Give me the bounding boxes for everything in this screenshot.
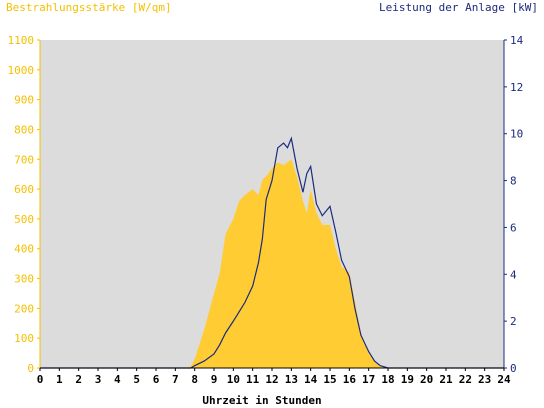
x-tick-label: 15 <box>323 373 336 386</box>
y-left-tick-label: 700 <box>14 153 34 166</box>
x-tick-label: 14 <box>304 373 318 386</box>
y-right-tick-label: 10 <box>510 128 523 141</box>
y-left-tick-label: 1100 <box>8 34 35 47</box>
y-left-tick-label: 200 <box>14 302 34 315</box>
x-tick-label: 18 <box>381 373 394 386</box>
x-tick-label: 23 <box>478 373 491 386</box>
x-tick-label: 5 <box>133 373 140 386</box>
x-tick-label: 19 <box>401 373 414 386</box>
ticks-layer: 0100200300400500600700800900100011000246… <box>8 34 524 386</box>
power-line <box>40 136 504 369</box>
x-tick-label: 17 <box>362 373 375 386</box>
y-right-tick-label: 6 <box>510 221 517 234</box>
series-layer <box>40 136 504 369</box>
x-tick-label: 22 <box>459 373 472 386</box>
y-right-tick-label: 8 <box>510 175 517 188</box>
x-tick-label: 11 <box>246 373 260 386</box>
y-left-tick-label: 400 <box>14 243 34 256</box>
x-tick-label: 8 <box>191 373 198 386</box>
irradiance-area <box>40 159 504 368</box>
y-right-tick-label: 0 <box>510 362 517 375</box>
x-tick-label: 6 <box>153 373 160 386</box>
x-tick-label: 0 <box>37 373 44 386</box>
x-tick-label: 16 <box>343 373 357 386</box>
right-axis-title: Leistung der Anlage [kW] <box>379 1 538 14</box>
x-tick-label: 24 <box>497 373 511 386</box>
x-tick-label: 4 <box>114 373 121 386</box>
y-right-tick-label: 12 <box>510 81 523 94</box>
y-left-tick-label: 1000 <box>8 64 35 77</box>
x-tick-label: 21 <box>439 373 453 386</box>
x-tick-label: 7 <box>172 373 179 386</box>
left-axis-title: Bestrahlungsstärke [W/qm] <box>6 1 172 14</box>
x-tick-label: 3 <box>95 373 102 386</box>
x-tick-label: 2 <box>75 373 82 386</box>
y-left-tick-label: 100 <box>14 332 34 345</box>
y-left-tick-label: 300 <box>14 273 34 286</box>
y-left-tick-label: 600 <box>14 183 34 196</box>
x-tick-label: 1 <box>56 373 63 386</box>
x-tick-label: 10 <box>227 373 240 386</box>
y-right-tick-label: 2 <box>510 315 517 328</box>
x-tick-label: 20 <box>420 373 433 386</box>
y-left-tick-label: 800 <box>14 123 34 136</box>
y-left-tick-label: 900 <box>14 94 34 107</box>
x-tick-label: 12 <box>265 373 278 386</box>
y-left-tick-label: 500 <box>14 213 34 226</box>
x-tick-label: 13 <box>285 373 298 386</box>
x-axis-label: Uhrzeit in Stunden <box>202 394 321 407</box>
y-left-tick-label: 0 <box>27 362 34 375</box>
y-right-tick-label: 14 <box>510 34 524 47</box>
y-right-tick-label: 4 <box>510 268 517 281</box>
x-tick-label: 9 <box>211 373 218 386</box>
